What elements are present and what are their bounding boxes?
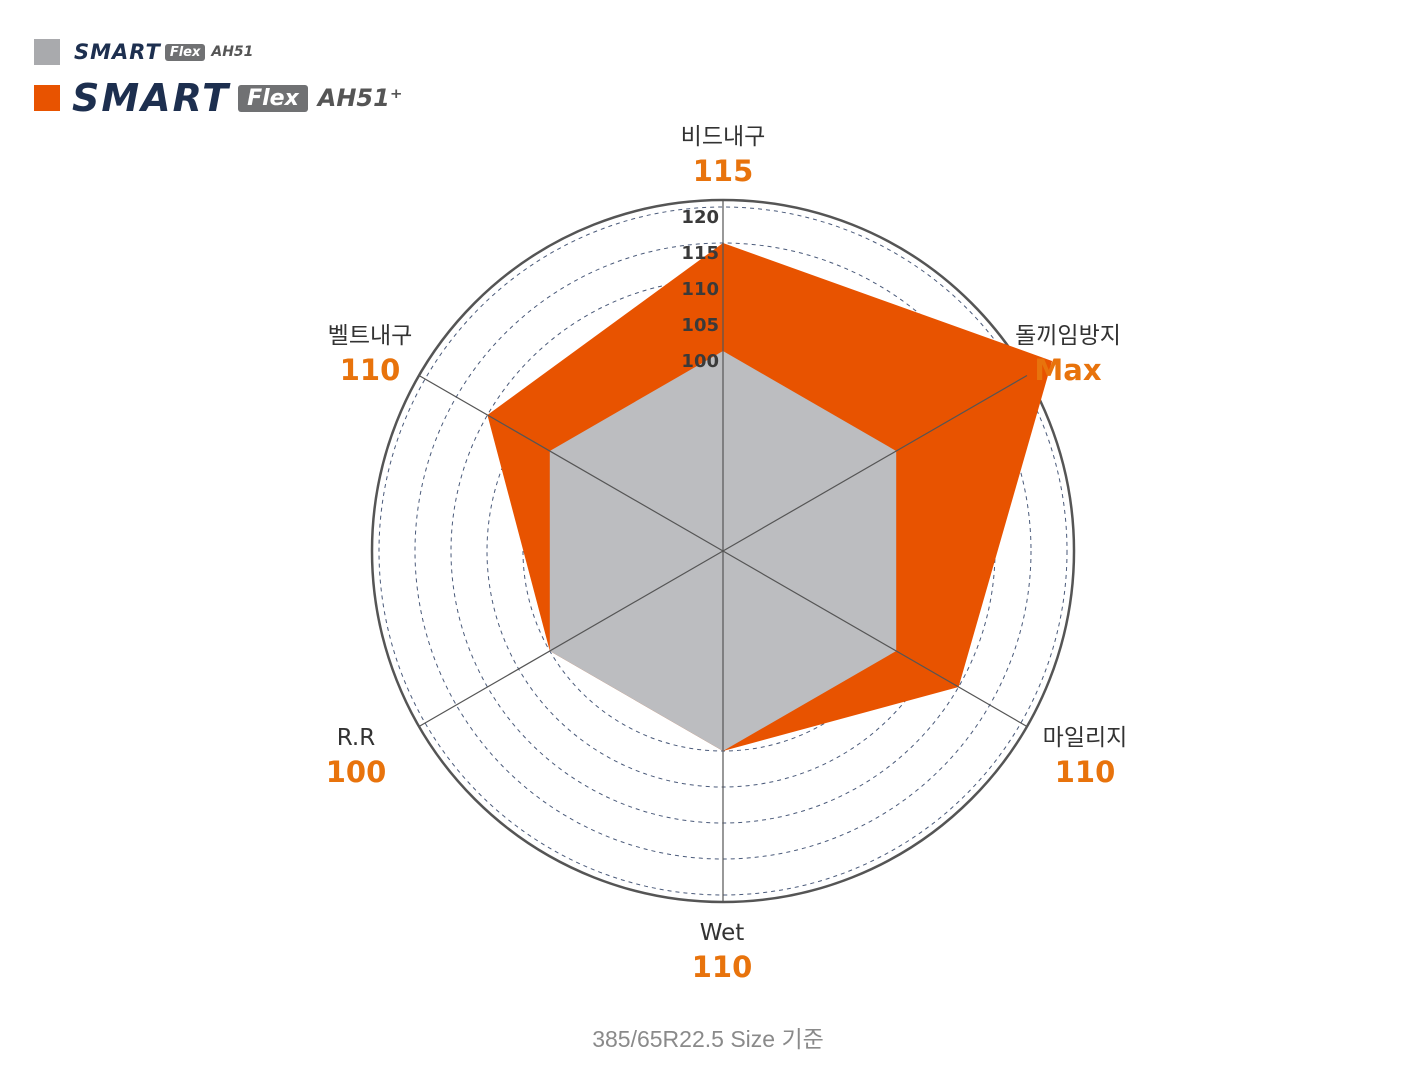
legend-model: AH51⁺ [317,84,403,112]
radar-axis-labels: 비드내구 115 돌끼임방지 Max 마일리지 110 Wet 110 R.R 100 벨트내구 11… [326,124,1128,984]
legend-flex-badge: Flex [164,43,206,61]
axis-value-label: 110 [692,950,753,984]
axis-value-label: 115 [693,154,754,188]
axis-label: 벨트내구 [328,323,413,349]
scale-tick-label: 115 [681,243,719,264]
footnote: 385/65R22.5 Size 기준 [592,1026,824,1052]
axis-value-label: 110 [340,353,401,387]
legend-model: AH51 [211,44,254,60]
radar-series [487,243,1053,751]
axis-value-label: 100 [326,755,387,789]
axis-label: Wet [700,920,745,946]
grid-circle [378,206,1068,896]
axis-spoke [722,374,1028,552]
axis-spoke [418,374,724,552]
axis-label: 마일리지 [1043,725,1128,751]
scale-tick-label: 110 [681,279,719,300]
radar-scale-ticks: 100 105 110 115 120 [681,207,719,372]
radar-spokes [418,200,1028,902]
axis-label: 돌끼임방지 [1015,323,1121,349]
legend: SMART Flex AH51 SMART Flex AH51⁺ [34,38,403,120]
axis-value-label: Max [1034,353,1101,387]
scale-tick-label: 100 [681,351,719,372]
legend-swatch-gray [34,39,60,65]
axis-spoke [418,550,724,728]
legend-item-ah51plus: SMART Flex AH51⁺ [34,76,403,120]
legend-brand: SMART [72,76,231,120]
scale-tick-label: 120 [681,207,719,228]
legend-brand: SMART [74,40,161,64]
legend-item-ah51: SMART Flex AH51 [34,38,403,66]
legend-swatch-orange [34,85,60,111]
axis-value-label: 110 [1055,755,1116,789]
legend-flex-badge: Flex [238,84,308,112]
scale-tick-label: 105 [681,315,719,336]
axis-label: 비드내구 [681,124,766,150]
axis-label: R.R [337,725,375,751]
axis-spoke [722,550,1028,728]
